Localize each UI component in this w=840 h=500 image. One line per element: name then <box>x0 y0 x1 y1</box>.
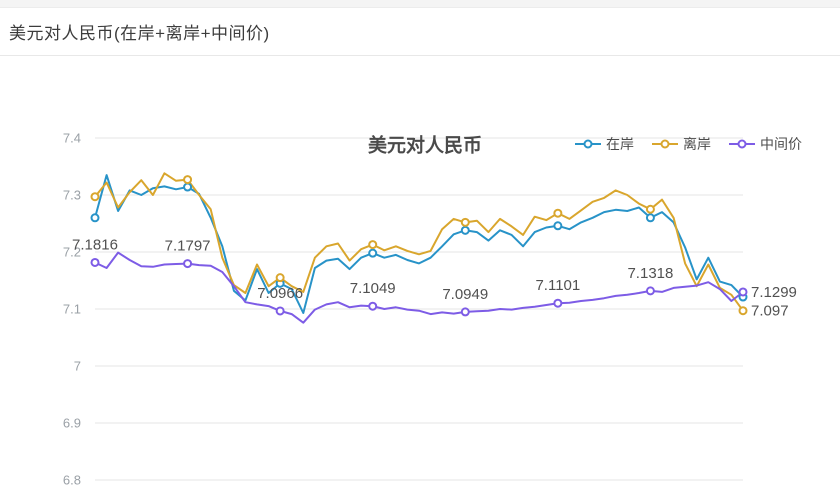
data-point-marker <box>553 208 563 218</box>
data-point-marker <box>645 286 655 296</box>
data-point-marker <box>183 259 193 269</box>
data-point-marker <box>90 257 100 267</box>
chart-title: 美元对人民币 <box>367 135 483 157</box>
data-point-marker <box>460 225 470 235</box>
data-point-marker <box>90 213 100 223</box>
data-point-marker <box>553 298 563 308</box>
y-axis-tick-label: 6.8 <box>63 473 81 488</box>
page-header: 美元对人民币(在岸+离岸+中间价) <box>0 8 840 56</box>
value-label: 7.1049 <box>350 280 396 297</box>
data-point-marker <box>645 204 655 214</box>
line-marker-icon <box>652 139 678 149</box>
data-point-marker <box>738 306 748 316</box>
legend: 在岸 离岸 中间价 <box>575 134 802 154</box>
legend-label: 中间价 <box>760 136 802 152</box>
data-point-marker <box>275 273 285 283</box>
chart-area: 7.4 7.3 7.2 7.1 7 6.9 6.8 7.097 7.1816 7.1797 7.09… <box>0 56 840 500</box>
series-offshore-line <box>94 172 744 312</box>
data-point-marker <box>553 221 563 231</box>
legend-item-offshore[interactable]: 离岸 <box>652 134 711 154</box>
data-point-marker <box>368 240 378 250</box>
y-axis-tick-label: 7.3 <box>63 188 81 203</box>
value-label: 7.1797 <box>165 238 211 255</box>
data-point-marker <box>90 192 100 202</box>
data-point-marker <box>368 248 378 258</box>
legend-label: 离岸 <box>683 136 711 152</box>
line-marker-icon <box>729 139 755 149</box>
legend-label: 在岸 <box>606 136 634 152</box>
data-point-marker <box>183 175 193 185</box>
y-axis-tick-label: 7.1 <box>63 302 81 317</box>
value-label: 7.1816 <box>72 236 118 253</box>
legend-item-onshore[interactable]: 在岸 <box>575 134 634 154</box>
value-label: 7.0966 <box>257 285 303 302</box>
series-onshore-line <box>94 174 744 314</box>
data-point-marker <box>275 306 285 316</box>
series-midprice-line <box>94 251 744 324</box>
y-axis-tick-label: 7.2 <box>63 245 81 260</box>
value-label: 7.1318 <box>627 265 673 282</box>
y-axis-tick-label: 6.9 <box>63 416 81 431</box>
chart-canvas[interactable]: 7.4 7.3 7.2 7.1 7 6.9 6.8 7.097 7.1816 7.1797 7.09… <box>0 56 840 500</box>
line-marker-icon <box>575 139 601 149</box>
value-label: 7.1101 <box>535 277 580 294</box>
data-point-marker <box>183 182 193 192</box>
page-title: 美元对人民币(在岸+离岸+中间价) <box>9 24 270 43</box>
end-value-label: 7.1299 <box>751 284 797 301</box>
value-label: 7.0949 <box>442 286 488 303</box>
data-point-marker <box>460 307 470 317</box>
y-axis-tick-label: 7.4 <box>63 131 81 146</box>
data-point-marker <box>460 217 470 227</box>
data-point-marker <box>738 287 748 297</box>
end-value-label: 7.097 <box>751 303 789 320</box>
data-point-marker <box>368 301 378 311</box>
top-strip <box>0 0 840 8</box>
y-axis-tick-label: 7 <box>74 359 81 374</box>
legend-item-midprice[interactable]: 中间价 <box>729 134 802 154</box>
data-point-marker <box>645 213 655 223</box>
